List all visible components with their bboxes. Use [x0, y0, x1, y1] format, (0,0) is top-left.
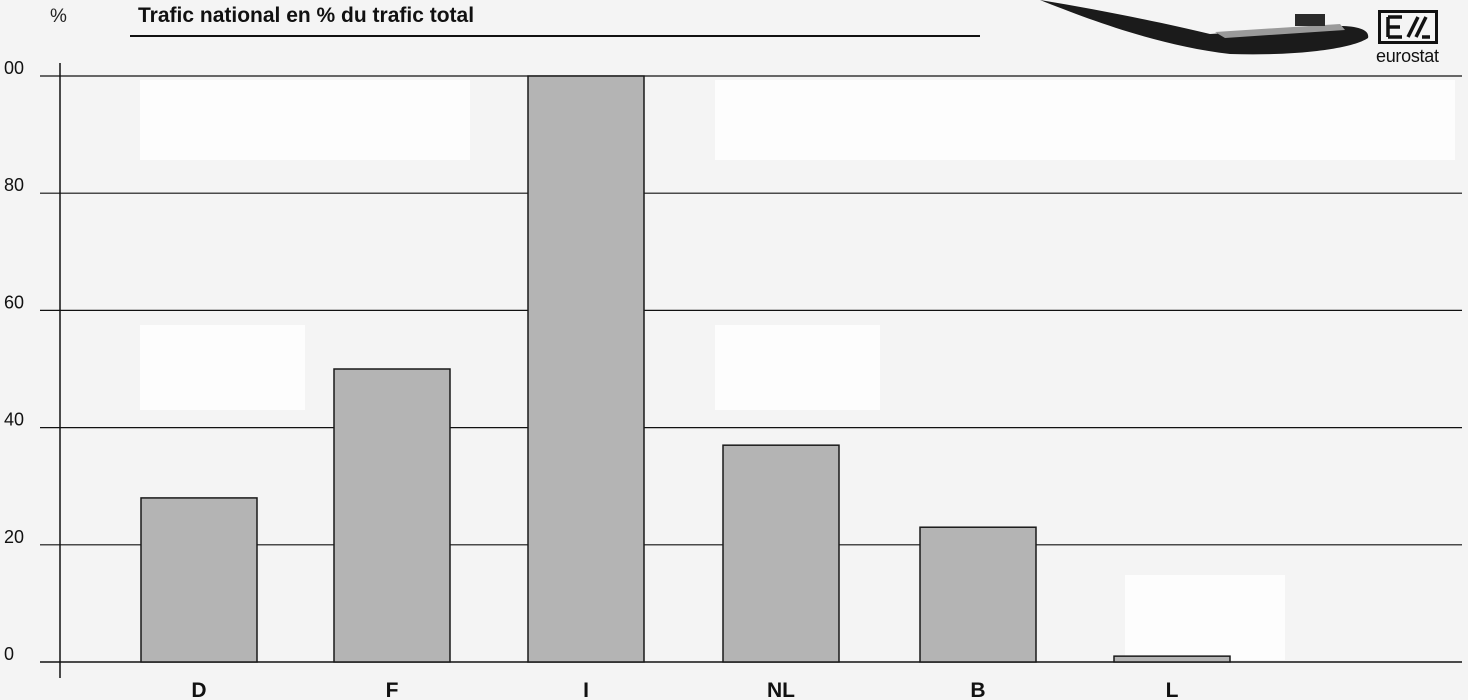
x-category-label: NL [767, 679, 795, 700]
eurostat-logo: eurostat [1374, 10, 1462, 72]
x-category-label: L [1166, 679, 1179, 700]
chart-title: Trafic national en % du trafic total [138, 4, 475, 27]
x-category-label: I [583, 679, 589, 700]
x-category-labels: D F I NL B L [191, 679, 1178, 700]
bars [140, 75, 1231, 663]
y-tick-label: 20 [4, 527, 24, 547]
eurostat-logo-icon [1378, 10, 1438, 44]
bar-nl [722, 444, 840, 663]
x-category-label: B [970, 679, 985, 700]
x-category-label: D [191, 679, 206, 700]
y-tick-label: 0 [4, 644, 14, 664]
background-patch [140, 325, 305, 410]
barge-ship-icon [1040, 0, 1369, 55]
y-axis-unit-label: % [50, 6, 67, 27]
bar-d [140, 497, 258, 663]
bar-l [1113, 655, 1231, 663]
background-patch [715, 80, 1455, 160]
bar-b [919, 526, 1037, 663]
background-patch [1125, 575, 1285, 660]
y-tick-label: 00 [4, 58, 24, 78]
bar-f [333, 368, 451, 663]
y-tick-labels: 0 20 40 60 80 00 [4, 58, 24, 664]
logo-text: eurostat [1376, 46, 1439, 66]
bar-i [527, 75, 645, 663]
y-tick-label: 40 [4, 410, 24, 430]
background-patch [140, 80, 470, 160]
y-tick-label: 80 [4, 175, 24, 195]
title-underline [130, 35, 980, 37]
x-category-label: F [386, 679, 399, 700]
y-tick-label: 60 [4, 292, 24, 312]
background-patch [715, 325, 880, 410]
